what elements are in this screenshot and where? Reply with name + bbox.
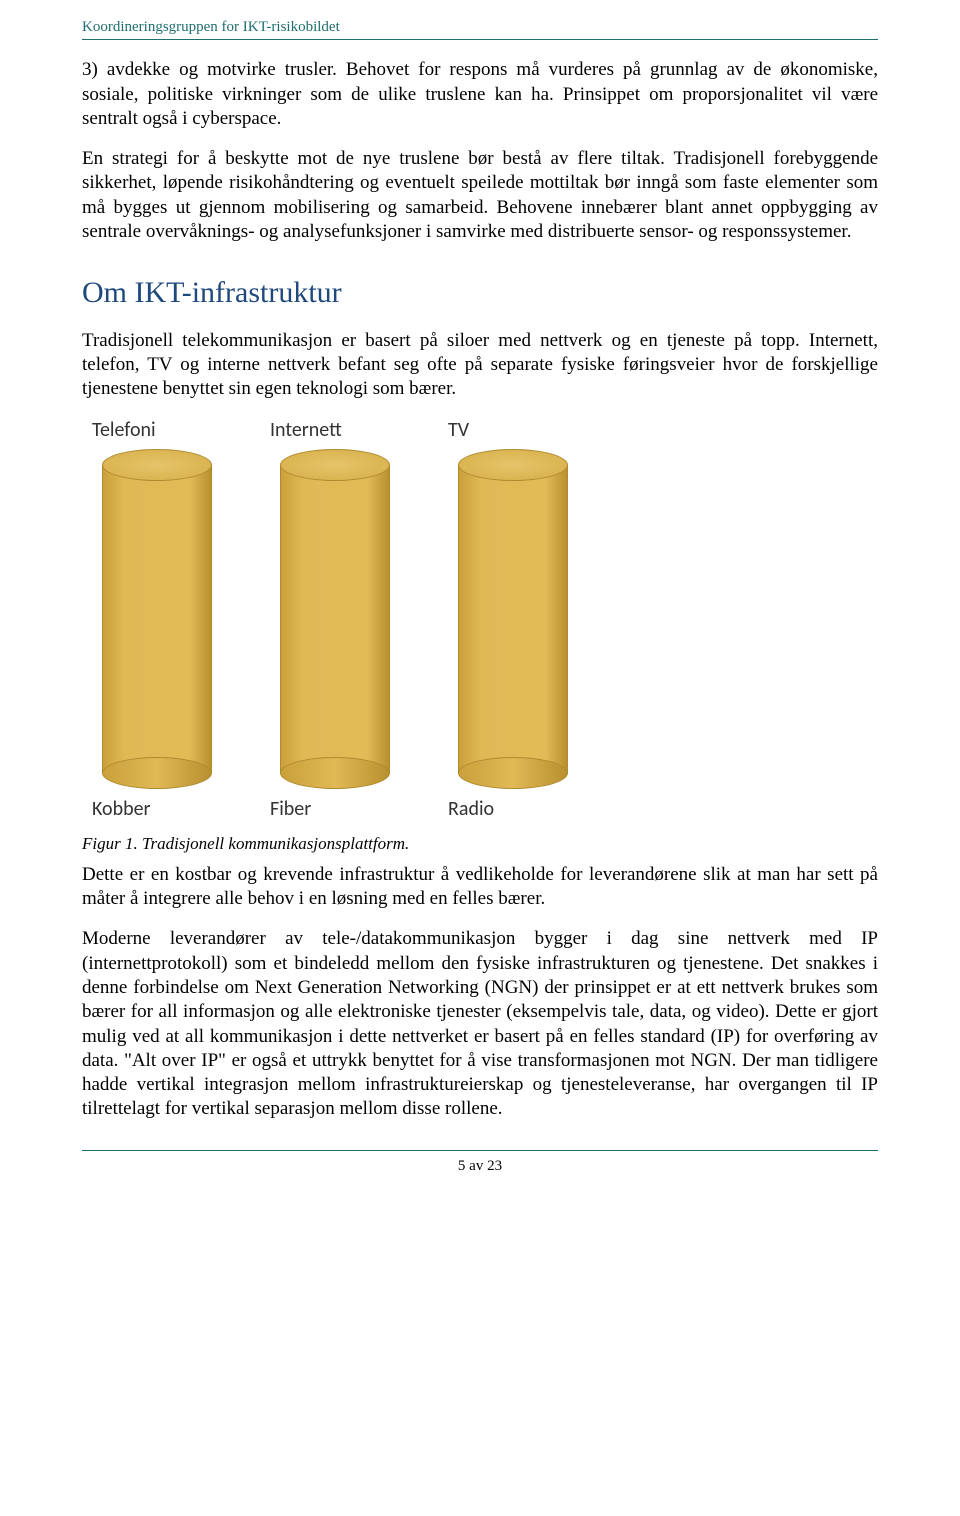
cylinder-icon	[280, 449, 390, 789]
figure-bottom-label: Radio	[448, 797, 494, 823]
paragraph-5: Moderne leverandører av tele-/datakommun…	[82, 927, 878, 1122]
paragraph-4: Dette er en kostbar og krevende infrastr…	[82, 863, 878, 912]
page-header: Koordineringsgruppen for IKT-risikobilde…	[82, 18, 878, 40]
figure-col-tv: TV Radio	[448, 418, 578, 823]
figure-top-label: Telefoni	[92, 418, 156, 444]
figure-bottom-label: Kobber	[92, 797, 151, 823]
section-title: Om IKT-infrastruktur	[82, 274, 878, 312]
figure-top-label: TV	[448, 418, 469, 444]
figure-col-internett: Internett Fiber	[270, 418, 400, 823]
page-number: 5 av 23	[458, 1158, 502, 1174]
paragraph-1: 3) avdekke og motvirke trusler. Behovet …	[82, 58, 878, 131]
figure-caption: Figur 1. Tradisjonell kommunikasjonsplat…	[82, 833, 878, 855]
figure-bottom-label: Fiber	[270, 797, 311, 823]
figure-top-label: Internett	[270, 418, 342, 444]
paragraph-2: En strategi for å beskytte mot de nye tr…	[82, 147, 878, 244]
figure-1: Telefoni Kobber Internett Fiber TV	[82, 418, 878, 823]
cylinder-icon	[458, 449, 568, 789]
document-page: Koordineringsgruppen for IKT-risikobilde…	[0, 0, 960, 1206]
figure-row: Telefoni Kobber Internett Fiber TV	[92, 418, 878, 823]
page-footer: 5 av 23	[82, 1150, 878, 1176]
paragraph-3: Tradisjonell telekommunikasjon er basert…	[82, 329, 878, 402]
cylinder-icon	[102, 449, 212, 789]
figure-col-telefoni: Telefoni Kobber	[92, 418, 222, 823]
